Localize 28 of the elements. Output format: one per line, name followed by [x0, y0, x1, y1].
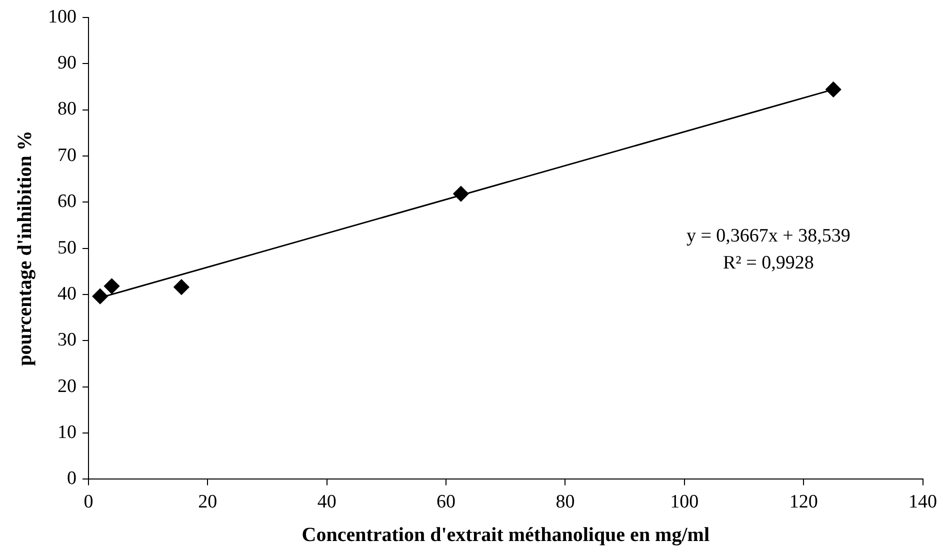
y-tick-label: 60: [58, 191, 76, 212]
x-tick-label: 60: [436, 492, 456, 513]
x-tick-label: 140: [908, 492, 937, 513]
annotation: y = 0,3667x + 38,539: [686, 226, 850, 247]
y-tick-label: 40: [58, 283, 76, 304]
y-tick-label: 10: [58, 422, 76, 444]
y-tick-label: 100: [48, 6, 76, 28]
x-tick-label: 100: [670, 492, 699, 513]
y-tick-label: 0: [67, 468, 76, 490]
x-tick-label: 40: [317, 492, 336, 513]
y-tick-label: 90: [58, 52, 76, 74]
y-axis-title: pourcentage d'inhibition %: [14, 130, 36, 366]
annotation: R² = 0,9928: [722, 252, 814, 274]
x-tick-label: 20: [198, 492, 218, 513]
point: [104, 278, 120, 294]
x-tick-label: 120: [789, 492, 818, 513]
y-tick-label: 50: [58, 237, 76, 258]
point: [92, 288, 108, 304]
x-axis-title: Concentration d'extrait méthanolique en mg/ml: [302, 524, 710, 546]
y-tick-label: 30: [58, 330, 76, 351]
y-tick-label: 20: [58, 376, 76, 397]
point: [826, 82, 842, 98]
point: [453, 186, 469, 202]
x-tick-label: 80: [556, 492, 575, 513]
x-tick-label: 0: [84, 492, 94, 513]
y-tick-label: 80: [58, 98, 76, 120]
y-tick-label: 70: [58, 144, 76, 166]
point: [174, 279, 190, 295]
